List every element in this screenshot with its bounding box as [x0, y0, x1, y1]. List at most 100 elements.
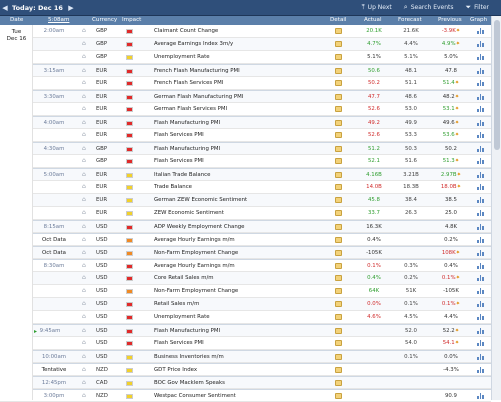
revision-icon[interactable]: ✦ — [454, 328, 460, 334]
alert-bell-icon[interactable]: ⌂ — [82, 379, 86, 386]
alert-bell-icon[interactable]: ⌂ — [82, 236, 86, 243]
alert-bell-icon[interactable]: ⌂ — [82, 209, 86, 216]
table-row[interactable]: ⌂ GBP Unemployment Rate 5.1% 5.1% 5.0% — [0, 51, 491, 64]
table-row[interactable]: 12:45pm ⌂ CAD BOC Gov Macklem Speaks — [0, 376, 491, 389]
graph-icon[interactable] — [477, 237, 484, 243]
alert-bell-icon[interactable]: ⌂ — [82, 27, 86, 34]
event-title[interactable]: Flash Services PMI — [154, 132, 204, 138]
alert-bell-icon[interactable]: ⌂ — [82, 79, 86, 86]
table-row[interactable]: Oct Data ⌂ USD Non-Farm Employment Change -1… — [0, 246, 491, 259]
revision-icon[interactable]: ✦ — [454, 80, 460, 86]
table-row[interactable]: ⌂ EUR German Flash Services PMI 52.6 53.0 53.… — [0, 103, 491, 116]
detail-folder-icon[interactable] — [335, 237, 342, 243]
graph-icon[interactable] — [477, 172, 484, 178]
revision-icon[interactable]: ✦ — [454, 340, 460, 346]
graph-icon[interactable] — [477, 197, 484, 203]
detail-folder-icon[interactable] — [335, 210, 342, 216]
detail-folder-icon[interactable] — [335, 197, 342, 203]
detail-folder-icon[interactable] — [335, 68, 342, 74]
event-title[interactable]: French Flash Manufacturing PMI — [154, 68, 240, 74]
graph-icon[interactable] — [477, 80, 484, 86]
alert-bell-icon[interactable]: ⌂ — [82, 366, 86, 373]
detail-folder-icon[interactable] — [335, 354, 342, 360]
detail-folder-icon[interactable] — [335, 275, 342, 281]
graph-icon[interactable] — [477, 106, 484, 112]
alert-bell-icon[interactable]: ⌂ — [82, 40, 86, 47]
alert-bell-icon[interactable]: ⌂ — [82, 313, 86, 320]
alert-bell-icon[interactable]: ⌂ — [82, 353, 86, 360]
graph-icon[interactable] — [477, 301, 484, 307]
graph-icon[interactable] — [477, 94, 484, 100]
alert-bell-icon[interactable]: ⌂ — [82, 327, 86, 334]
revision-icon[interactable]: ✦ — [454, 120, 460, 126]
event-title[interactable]: Core Retail Sales m/m — [154, 275, 214, 281]
revision-icon[interactable]: ✦ — [454, 158, 460, 164]
table-row[interactable]: ⌂ USD Flash Services PMI 54.0 54.1✦ — [0, 337, 491, 350]
next-day-icon[interactable]: ▶ — [68, 3, 74, 12]
event-title[interactable]: Flash Services PMI — [154, 158, 204, 164]
header-forecast[interactable]: Forecast — [398, 17, 422, 23]
detail-folder-icon[interactable] — [335, 80, 342, 86]
alert-bell-icon[interactable]: ⌂ — [82, 53, 86, 60]
event-title[interactable]: Retail Sales m/m — [154, 301, 200, 307]
graph-icon[interactable] — [477, 28, 484, 34]
revision-icon[interactable]: ✦ — [456, 172, 462, 178]
header-graph[interactable]: Graph — [470, 17, 488, 23]
detail-folder-icon[interactable] — [335, 380, 342, 386]
alert-bell-icon[interactable]: ⌂ — [82, 300, 86, 307]
table-row[interactable]: Tentative ⌂ NZD GDT Price Index -4.3% — [0, 363, 491, 376]
table-row[interactable]: ⌂ EUR French Flash Services PMI 50.2 51.1 51.… — [0, 77, 491, 90]
alert-bell-icon[interactable]: ⌂ — [82, 287, 86, 294]
graph-icon[interactable] — [477, 314, 484, 320]
graph-icon[interactable] — [477, 184, 484, 190]
event-title[interactable]: GDT Price Index — [154, 367, 198, 373]
table-row[interactable]: 4:30am ⌂ GBP Flash Manufacturing PMI 51.2 50.… — [0, 142, 491, 155]
graph-icon[interactable] — [477, 328, 484, 334]
table-row[interactable]: 3:30am ⌂ EUR German Flash Manufacturing PMI… — [0, 90, 491, 103]
detail-folder-icon[interactable] — [335, 301, 342, 307]
event-title[interactable]: Non-Farm Employment Change — [154, 288, 239, 294]
event-title[interactable]: ADP Weekly Employment Change — [154, 224, 245, 230]
alert-bell-icon[interactable]: ⌂ — [82, 157, 86, 164]
alert-bell-icon[interactable]: ⌂ — [82, 171, 86, 178]
previous-day-icon[interactable]: ◀ — [2, 3, 8, 12]
revision-icon[interactable]: ✦ — [454, 94, 460, 100]
detail-folder-icon[interactable] — [335, 263, 342, 269]
table-row[interactable]: ⌂ USD Unemployment Rate 4.6% 4.5% 4.4% — [0, 311, 491, 324]
header-date[interactable]: Date — [10, 17, 24, 23]
header-actual[interactable]: Actual — [364, 17, 382, 23]
detail-folder-icon[interactable] — [335, 340, 342, 346]
detail-folder-icon[interactable] — [335, 132, 342, 138]
revision-icon[interactable]: ✦ — [454, 132, 460, 138]
graph-icon[interactable] — [477, 68, 484, 74]
event-title[interactable]: Average Hourly Earnings m/m — [154, 263, 235, 269]
graph-icon[interactable] — [477, 210, 484, 216]
alert-bell-icon[interactable]: ⌂ — [82, 249, 86, 256]
graph-icon[interactable] — [477, 224, 484, 230]
detail-folder-icon[interactable] — [335, 28, 342, 34]
table-row[interactable]: 3:00pm ⌂ NZD Westpac Consumer Sentiment 90.9 — [0, 389, 491, 402]
detail-folder-icon[interactable] — [335, 41, 342, 47]
header-impact[interactable]: Impact — [122, 17, 142, 23]
detail-folder-icon[interactable] — [335, 224, 342, 230]
table-row[interactable]: 8:30am ⌂ USD Average Hourly Earnings m/m 0.1… — [0, 259, 491, 272]
revision-icon[interactable]: ✦ — [456, 184, 462, 190]
graph-icon[interactable] — [477, 275, 484, 281]
detail-folder-icon[interactable] — [335, 158, 342, 164]
revision-icon[interactable]: ✦ — [455, 28, 461, 34]
filter-button[interactable]: ⏷ Filter — [466, 3, 489, 12]
alert-bell-icon[interactable]: ⌂ — [82, 223, 86, 230]
table-row[interactable]: ⌂ EUR German ZEW Economic Sentiment 45.8 38.… — [0, 194, 491, 207]
graph-icon[interactable] — [477, 354, 484, 360]
event-title[interactable]: Flash Manufacturing PMI — [154, 120, 221, 126]
alert-bell-icon[interactable]: ⌂ — [82, 339, 86, 346]
event-title[interactable]: ZEW Economic Sentiment — [154, 210, 224, 216]
detail-folder-icon[interactable] — [335, 120, 342, 126]
table-row[interactable]: ⌂ EUR Trade Balance 14.0B 18.3B 18.0B✦ — [0, 181, 491, 194]
table-row[interactable]: ⌂ USD Retail Sales m/m 0.0% 0.1% 0.1%✦ — [0, 298, 491, 311]
table-row[interactable]: ⌂ EUR ZEW Economic Sentiment 33.7 26.3 25.0 — [0, 207, 491, 220]
event-title[interactable]: Business Inventories m/m — [154, 354, 224, 360]
detail-folder-icon[interactable] — [335, 393, 342, 399]
graph-icon[interactable] — [477, 54, 484, 60]
table-row[interactable]: 4:00am ⌂ EUR Flash Manufacturing PMI 49.2 49.… — [0, 116, 491, 129]
